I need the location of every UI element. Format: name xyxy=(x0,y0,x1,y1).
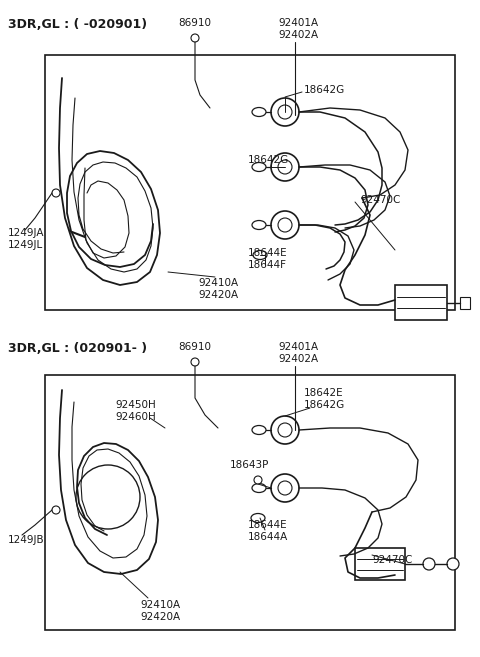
Text: 92420A: 92420A xyxy=(198,290,238,300)
Text: 92420A: 92420A xyxy=(140,612,180,622)
Circle shape xyxy=(278,160,292,174)
Text: 18644E: 18644E xyxy=(248,520,288,530)
Text: 18643P: 18643P xyxy=(230,460,269,470)
Text: 86910: 86910 xyxy=(179,342,212,352)
Ellipse shape xyxy=(252,162,266,171)
Text: 18642G: 18642G xyxy=(248,155,289,165)
Text: 3DR,GL : ( -020901): 3DR,GL : ( -020901) xyxy=(8,18,147,31)
Circle shape xyxy=(254,476,262,484)
Text: 18642G: 18642G xyxy=(304,85,345,95)
Text: 92402A: 92402A xyxy=(278,354,318,364)
Bar xyxy=(395,285,447,320)
Circle shape xyxy=(191,34,199,42)
Ellipse shape xyxy=(252,221,266,229)
Text: 86910: 86910 xyxy=(179,18,212,28)
Text: 92410A: 92410A xyxy=(140,600,180,610)
Text: 92460H: 92460H xyxy=(115,412,156,422)
Circle shape xyxy=(271,98,299,126)
Circle shape xyxy=(52,506,60,514)
Text: 18642G: 18642G xyxy=(304,400,345,410)
Bar xyxy=(45,55,455,310)
Text: 92450H: 92450H xyxy=(115,400,156,410)
Ellipse shape xyxy=(253,250,267,260)
Text: 18644E: 18644E xyxy=(248,248,288,258)
Text: 92401A: 92401A xyxy=(278,18,318,28)
Text: 3DR,GL : (020901- ): 3DR,GL : (020901- ) xyxy=(8,342,147,355)
Text: 1249JB: 1249JB xyxy=(8,535,45,545)
Circle shape xyxy=(76,465,140,529)
Circle shape xyxy=(423,558,435,570)
Circle shape xyxy=(278,481,292,495)
Text: 18644A: 18644A xyxy=(248,532,288,542)
Bar xyxy=(460,297,470,309)
Circle shape xyxy=(271,153,299,181)
Circle shape xyxy=(52,189,60,197)
Circle shape xyxy=(278,105,292,119)
Bar xyxy=(45,375,455,630)
Circle shape xyxy=(271,474,299,502)
Text: 18644F: 18644F xyxy=(248,260,287,270)
Ellipse shape xyxy=(252,108,266,116)
Text: 92470C: 92470C xyxy=(372,555,412,565)
Circle shape xyxy=(278,218,292,232)
Text: 1249JA: 1249JA xyxy=(8,228,45,238)
Ellipse shape xyxy=(251,514,265,522)
Circle shape xyxy=(447,558,459,570)
Text: 18642E: 18642E xyxy=(304,388,344,398)
Text: 92401A: 92401A xyxy=(278,342,318,352)
Circle shape xyxy=(271,416,299,444)
Text: 1249JL: 1249JL xyxy=(8,240,43,250)
Text: 92402A: 92402A xyxy=(278,30,318,40)
Circle shape xyxy=(271,211,299,239)
Bar xyxy=(355,548,405,580)
Circle shape xyxy=(278,423,292,437)
Text: 92470C: 92470C xyxy=(360,195,400,205)
Ellipse shape xyxy=(252,426,266,434)
Text: 92410A: 92410A xyxy=(198,278,238,288)
Ellipse shape xyxy=(252,484,266,493)
Circle shape xyxy=(191,358,199,366)
